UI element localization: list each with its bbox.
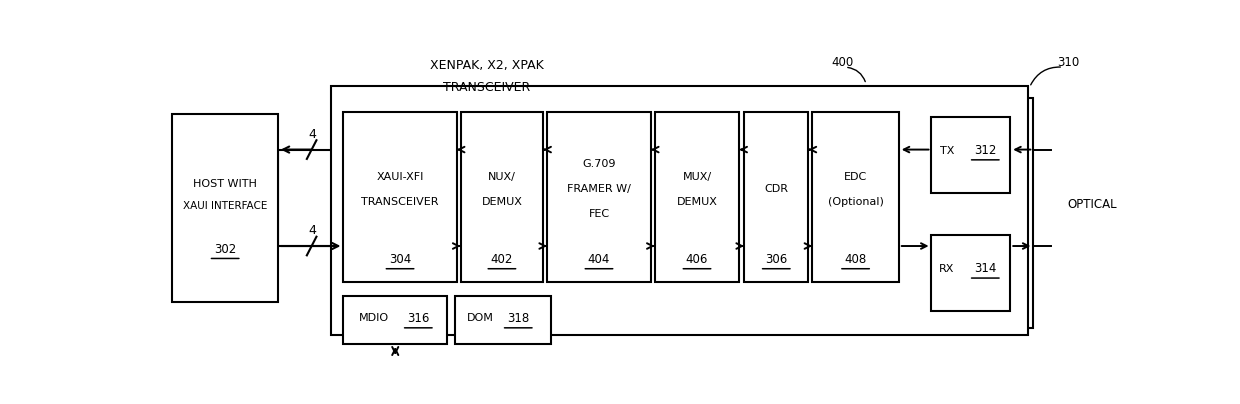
Text: EDC: EDC [844, 172, 867, 182]
Text: 302: 302 [215, 243, 237, 256]
Text: RX: RX [939, 264, 955, 274]
Bar [455, 296, 551, 344]
Bar [343, 296, 448, 344]
Bar [460, 112, 543, 282]
Bar [172, 114, 278, 302]
Text: (Optional): (Optional) [827, 197, 884, 207]
Text: MDIO: MDIO [360, 314, 389, 324]
Text: NUX/: NUX/ [489, 172, 516, 182]
Text: 310: 310 [1056, 56, 1079, 69]
Text: 314: 314 [975, 262, 997, 275]
Text: 304: 304 [389, 253, 412, 266]
Text: XAUI INTERFACE: XAUI INTERFACE [184, 200, 268, 210]
Text: OPTICAL: OPTICAL [1068, 198, 1117, 210]
Text: 318: 318 [507, 312, 529, 325]
Text: 404: 404 [588, 253, 610, 266]
Text: 400: 400 [831, 56, 853, 69]
Text: 4: 4 [309, 224, 316, 237]
Text: FEC: FEC [589, 209, 610, 219]
Text: 406: 406 [686, 253, 708, 266]
Text: MUX/: MUX/ [682, 172, 712, 182]
Text: TRANSCEIVER: TRANSCEIVER [443, 81, 531, 94]
Bar [920, 98, 1033, 328]
Text: CDR: CDR [764, 184, 789, 194]
Text: 312: 312 [975, 144, 997, 157]
Text: HOST WITH: HOST WITH [193, 179, 257, 189]
Text: TX: TX [940, 145, 954, 156]
Text: 402: 402 [491, 253, 513, 266]
Text: FRAMER W/: FRAMER W/ [567, 184, 631, 194]
Bar [343, 112, 456, 282]
Text: 306: 306 [765, 253, 787, 266]
Text: 408: 408 [844, 253, 867, 266]
Text: XAUI-XFI: XAUI-XFI [377, 172, 424, 182]
Bar [931, 117, 1011, 193]
Text: 316: 316 [407, 312, 429, 325]
Bar [547, 112, 651, 282]
Bar [931, 235, 1011, 311]
Text: DEMUX: DEMUX [481, 197, 522, 207]
Bar [655, 112, 739, 282]
Text: TRANSCEIVER: TRANSCEIVER [361, 197, 439, 207]
Text: XENPAK, X2, XPAK: XENPAK, X2, XPAK [430, 59, 543, 72]
Bar [744, 112, 808, 282]
Bar [331, 86, 1028, 335]
Text: 4: 4 [309, 128, 316, 141]
Text: DOM: DOM [466, 314, 494, 324]
Bar [812, 112, 899, 282]
Text: G.709: G.709 [583, 159, 616, 169]
Text: DEMUX: DEMUX [677, 197, 718, 207]
